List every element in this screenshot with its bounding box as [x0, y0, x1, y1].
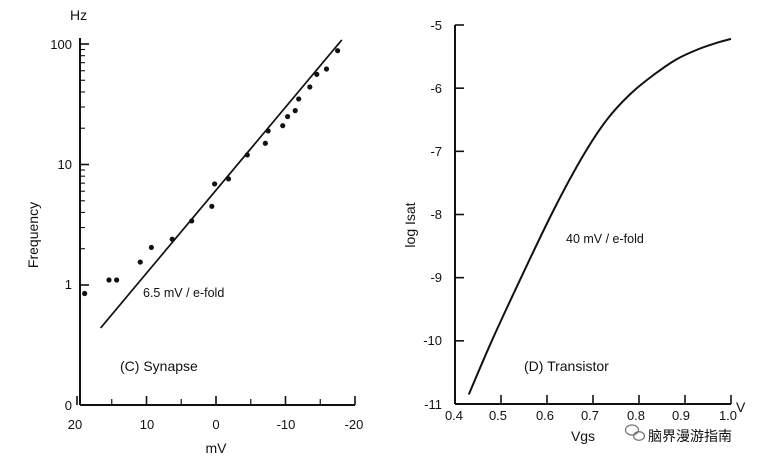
synapse-slope-annotation: 6.5 mV / e-fold	[143, 286, 224, 300]
transistor-y-axis-title: log Isat	[402, 202, 418, 247]
transistor-y-tick-label: -6	[430, 81, 442, 96]
synapse-panel-label: (C) Synapse	[120, 358, 198, 374]
synapse-data-point	[189, 218, 195, 224]
synapse-x-tick-label: -10	[277, 417, 296, 432]
synapse-data-point	[225, 176, 232, 182]
synapse-data-point	[114, 277, 120, 283]
transistor-ticks	[454, 24, 732, 405]
synapse-data-point	[106, 277, 112, 283]
transistor-y-tick-label: -8	[430, 207, 442, 222]
transistor-x-tick-label: 0.9	[672, 408, 690, 423]
synapse-data-point	[148, 244, 154, 251]
synapse-y-tick-label: 1	[65, 277, 72, 292]
wechat-bubble-icon	[624, 424, 646, 441]
synapse-data-point	[262, 140, 268, 146]
watermark-text: 脑界漫游指南	[648, 428, 732, 444]
synapse-data-point	[209, 203, 215, 209]
transistor-y-tick-label: -5	[430, 18, 442, 33]
transistor-y-tick-label: -9	[430, 270, 442, 285]
synapse-x-tick-label: 10	[140, 417, 154, 432]
synapse-y-tick-label: 100	[50, 37, 72, 52]
synapse-ticks	[76, 43, 356, 406]
transistor-y-tick-label: -11	[424, 397, 442, 412]
synapse-data-point	[296, 96, 302, 102]
transistor-isat-curve	[467, 37, 732, 395]
synapse-y-axis-title: Frequency	[25, 202, 41, 268]
synapse-x-tick-label: 0	[212, 417, 219, 432]
synapse-data-point	[280, 123, 286, 129]
transistor-x-tick-label: 1.0	[719, 408, 737, 423]
synapse-data-point	[307, 84, 313, 90]
watermark: 脑界漫游指南	[624, 424, 732, 444]
synapse-panel: Hz 100 10 1 0 20 10 0 -10 -20 mV Frequen…	[25, 7, 363, 456]
synapse-y-unit: Hz	[70, 7, 87, 23]
synapse-data-point	[169, 236, 175, 242]
transistor-y-tick-label: -10	[423, 333, 442, 348]
transistor-slope-annotation: 40 mV / e-fold	[566, 232, 644, 246]
transistor-x-tick-label: 0.7	[581, 408, 599, 423]
synapse-data-point	[314, 71, 320, 77]
synapse-data-point	[137, 259, 143, 265]
synapse-x-axis-title: mV	[206, 440, 228, 456]
synapse-data-point	[82, 290, 88, 297]
synapse-data-point	[284, 113, 291, 120]
synapse-data-point	[244, 152, 250, 158]
synapse-x-tick-label: -20	[345, 417, 364, 432]
transistor-x-unit: V	[736, 399, 746, 415]
synapse-data-point	[323, 66, 330, 72]
transistor-x-axis-title: Vgs	[571, 428, 595, 444]
synapse-y-tick-label: 10	[58, 157, 72, 172]
synapse-data-marks	[82, 39, 343, 329]
transistor-x-tick-label: 0.5	[489, 408, 507, 423]
transistor-panel-label: (D) Transistor	[524, 358, 609, 374]
transistor-y-tick-label: -7	[430, 144, 442, 159]
transistor-x-tick-label: 0.8	[627, 408, 645, 423]
synapse-data-point	[292, 108, 298, 114]
transistor-data-marks	[467, 37, 732, 395]
synapse-x-tick-label: 20	[68, 417, 82, 432]
transistor-x-tick-label: 0.4	[445, 408, 463, 423]
synapse-data-point	[212, 181, 218, 187]
synapse-data-point	[265, 128, 271, 134]
synapse-data-point	[335, 48, 341, 54]
transistor-panel: -5 -6 -7 -8 -9 -10 -11 0.4 0.5 0.6 0.7 0…	[402, 18, 746, 444]
synapse-fit-line	[99, 39, 343, 329]
synapse-y-tick-label: 0	[65, 398, 72, 413]
transistor-x-tick-label: 0.6	[536, 408, 554, 423]
